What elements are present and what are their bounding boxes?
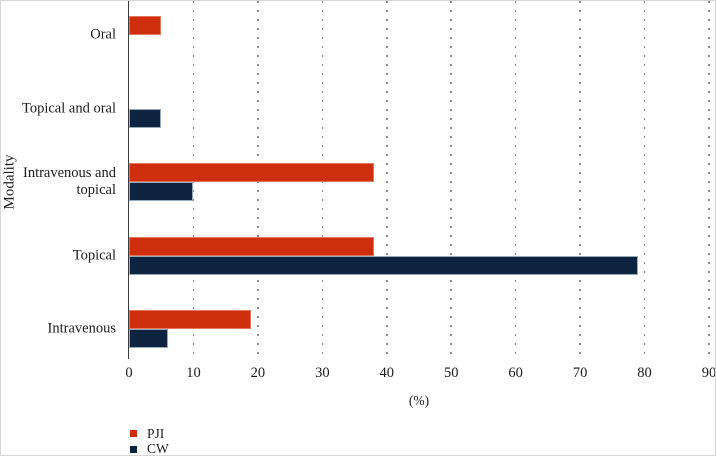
x-axis-title: (%) [408,393,430,408]
category-label: Topical [72,247,116,263]
x-tick-label: 10 [186,365,201,381]
legend-label: PJI [147,425,165,441]
bar-cw-intravenous [129,329,168,348]
x-tick-label: 70 [572,365,588,381]
x-tick-label: 90 [701,365,716,381]
bar-pji-topical [129,236,374,256]
bar-pji-oral [129,16,162,35]
gridline [579,1,581,361]
legend-swatch-cw-icon [130,445,137,453]
bar-cw-topical-and-oral [129,108,162,128]
legend-swatch-pji-icon [130,430,137,438]
gridline [643,1,646,361]
y-axis-line [127,1,129,359]
category-label: Intravenous and topical [22,165,116,198]
x-tick-label: 60 [508,365,523,381]
gridline [514,1,517,361]
legend-item-pji: PJI [130,426,169,442]
category-label: Oral [90,26,116,43]
bar-pji-intravenous [129,310,252,329]
x-tick-label: 50 [443,365,459,381]
x-tick-label: 80 [637,365,652,381]
category-label: Topical and oral [21,100,116,116]
x-tick-label: 20 [250,365,266,381]
x-tick-label: 40 [379,365,395,381]
category-label: Intravenous [47,320,116,337]
legend-item-cw: CW [130,441,169,456]
gridline [708,1,710,361]
x-tick-label: 30 [315,365,330,381]
bar-cw-topical [129,255,639,275]
legend-label: CW [147,441,169,456]
bar-pji-intravenous-and-topical [129,163,374,182]
legend: PJI CW [130,426,169,456]
bar-cw-intravenous-and-topical [129,182,194,201]
x-tick-label: 0 [125,365,133,381]
gridline [450,1,452,361]
gridline [386,1,388,361]
